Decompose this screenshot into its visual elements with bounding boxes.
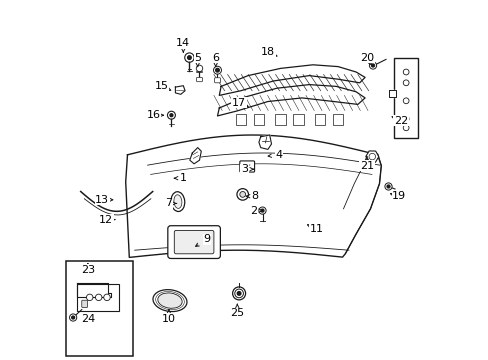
FancyBboxPatch shape (235, 114, 245, 125)
Text: 12: 12 (99, 215, 113, 225)
Ellipse shape (158, 293, 182, 308)
FancyBboxPatch shape (81, 300, 87, 307)
Circle shape (403, 69, 408, 75)
Text: 15: 15 (154, 81, 168, 91)
FancyBboxPatch shape (174, 230, 213, 254)
Circle shape (386, 185, 389, 188)
Text: 17: 17 (232, 98, 245, 108)
Text: 18: 18 (260, 47, 274, 57)
Polygon shape (77, 283, 111, 297)
Text: 4: 4 (275, 150, 282, 160)
Text: 25: 25 (230, 308, 244, 318)
Text: 10: 10 (162, 314, 176, 324)
FancyBboxPatch shape (275, 114, 285, 125)
Text: 2: 2 (249, 206, 257, 216)
FancyBboxPatch shape (239, 161, 254, 172)
Circle shape (72, 316, 75, 319)
Circle shape (368, 62, 376, 69)
Text: 14: 14 (176, 38, 190, 48)
Circle shape (170, 114, 172, 117)
Text: 13: 13 (95, 195, 109, 205)
FancyBboxPatch shape (293, 114, 303, 125)
Circle shape (232, 287, 245, 300)
Circle shape (234, 289, 243, 298)
Text: 21: 21 (359, 161, 373, 171)
Circle shape (95, 294, 102, 301)
Circle shape (187, 56, 191, 59)
Ellipse shape (171, 192, 184, 211)
Circle shape (167, 111, 175, 119)
Circle shape (371, 64, 374, 67)
Circle shape (69, 314, 77, 321)
Text: 23: 23 (81, 265, 95, 275)
Ellipse shape (153, 290, 186, 311)
FancyBboxPatch shape (66, 261, 133, 356)
Circle shape (103, 294, 110, 301)
Text: 5: 5 (194, 53, 201, 63)
Text: 24: 24 (81, 314, 95, 324)
FancyBboxPatch shape (332, 114, 343, 125)
FancyBboxPatch shape (167, 226, 220, 258)
Circle shape (403, 80, 408, 86)
Text: 9: 9 (203, 234, 210, 244)
Circle shape (403, 116, 408, 122)
FancyBboxPatch shape (77, 284, 119, 311)
Polygon shape (189, 148, 201, 164)
Text: 16: 16 (146, 110, 161, 120)
Ellipse shape (174, 195, 182, 208)
Polygon shape (258, 135, 271, 149)
Circle shape (384, 183, 391, 190)
Circle shape (237, 189, 248, 200)
Circle shape (261, 209, 264, 212)
Circle shape (403, 98, 408, 104)
Circle shape (196, 65, 203, 72)
Circle shape (215, 68, 219, 72)
Text: 20: 20 (359, 53, 373, 63)
Text: 7: 7 (165, 198, 172, 208)
Circle shape (213, 66, 221, 74)
Circle shape (237, 292, 241, 295)
Polygon shape (217, 85, 365, 116)
Circle shape (368, 153, 375, 160)
Circle shape (403, 125, 408, 131)
Text: 6: 6 (212, 53, 219, 63)
FancyBboxPatch shape (314, 114, 325, 125)
Polygon shape (387, 90, 396, 97)
Text: 22: 22 (393, 116, 407, 126)
Polygon shape (125, 135, 381, 257)
FancyBboxPatch shape (253, 114, 264, 125)
FancyBboxPatch shape (393, 58, 417, 138)
Text: 1: 1 (180, 173, 186, 183)
Circle shape (239, 192, 245, 197)
Text: 11: 11 (309, 224, 323, 234)
Text: 19: 19 (391, 191, 406, 201)
Polygon shape (219, 65, 365, 95)
Text: 3: 3 (241, 164, 247, 174)
Circle shape (86, 294, 93, 301)
Polygon shape (175, 86, 185, 94)
FancyBboxPatch shape (196, 77, 202, 82)
Circle shape (184, 53, 194, 62)
Circle shape (258, 207, 265, 214)
FancyBboxPatch shape (214, 78, 220, 83)
Text: 8: 8 (251, 191, 258, 201)
